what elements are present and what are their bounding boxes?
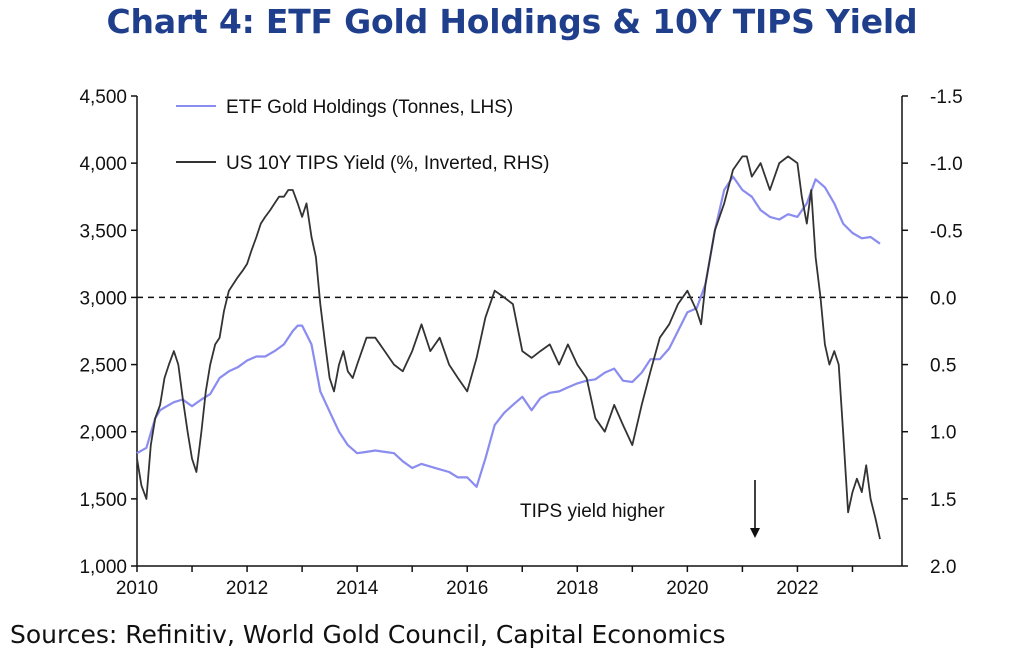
axes: 1,000 1,500 2,000 2,500 3,000 3,500 4,000 4,500… [79,87,962,599]
right-tick-label: -1.5 [930,87,963,108]
left-tick-label: 4,000 [79,154,127,175]
series-lines [136,155,881,540]
left-tick-label: 4,500 [79,87,127,108]
left-tick-label: 3,000 [79,288,127,309]
legend-label: ETF Gold Holdings (Tonnes, LHS) [226,97,513,118]
right-tick-label: 1.5 [930,490,956,511]
left-tick-label: 3,500 [79,221,127,242]
right-tick-label: 0.0 [930,288,956,309]
right-tick-label: 2.0 [930,557,956,578]
left-tick-label: 1,000 [79,557,127,578]
chart-plot: 1,000 1,500 2,000 2,500 3,000 3,500 4,000 4,500… [79,87,962,599]
x-tick-label: 2010 [116,578,158,599]
x-tick-label: 2012 [226,578,268,599]
x-tick-label: 2022 [776,578,818,599]
annotation-label: TIPS yield higher [520,501,665,522]
annotation: TIPS yield higher [520,480,760,538]
right-tick-label: 1.0 [930,423,956,444]
left-tick-label: 2,000 [79,423,127,444]
legend-label: US 10Y TIPS Yield (%, Inverted, RHS) [226,153,550,174]
chart-title: Chart 4: ETF Gold Holdings & 10Y TIPS Yi… [106,2,918,41]
right-tick-label: 0.5 [930,356,956,377]
x-tick-label: 2014 [336,578,379,599]
right-tick-label: -1.0 [930,154,963,175]
tips-yield-line [136,155,881,540]
legend: ETF Gold Holdings (Tonnes, LHS) US 10Y TI… [176,97,550,174]
etf-holdings-line [136,175,881,488]
right-tick-label: -0.5 [930,221,963,242]
x-tick-label: 2020 [666,578,708,599]
x-tick-label: 2018 [556,578,598,599]
left-tick-label: 2,500 [79,356,127,377]
left-tick-label: 1,500 [79,490,127,511]
annotation-arrow-head [750,528,760,538]
x-tick-label: 2016 [446,578,488,599]
sources-note: Sources: Refinitiv, World Gold Council, … [10,620,726,649]
